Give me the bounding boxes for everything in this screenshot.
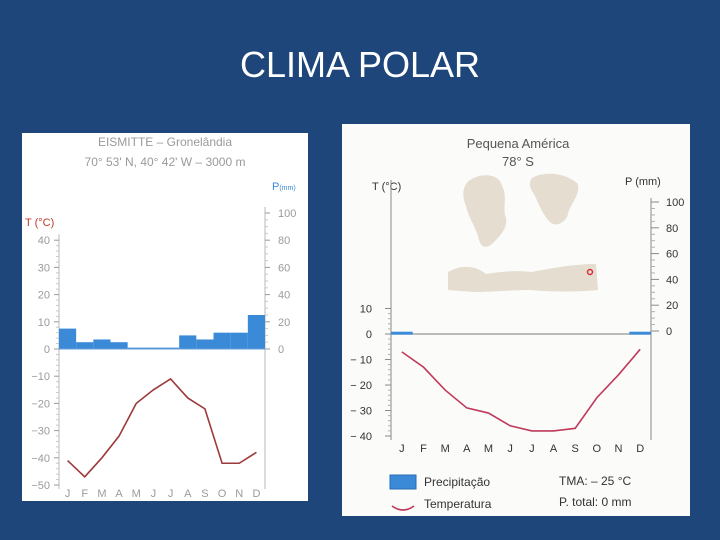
precip-bar [629, 331, 651, 335]
month-label: F [420, 443, 427, 455]
temp-tick-label: 10 [360, 304, 372, 316]
temp-axis-label: T (°C) [372, 181, 401, 193]
precip-tick-label: 40 [666, 274, 678, 286]
legend-temp-swatch [391, 505, 415, 511]
temp-axis-label: T (°C) [25, 217, 54, 229]
month-label: D [252, 488, 260, 500]
month-label: O [593, 443, 602, 455]
precip-bar [59, 328, 77, 349]
precip-axis-label: P (mm) [625, 176, 661, 188]
legend-precip-label: Precipitação [424, 475, 490, 489]
month-label: A [550, 443, 558, 455]
precip-tick-label: 40 [278, 290, 290, 302]
precip-tick-label: 100 [278, 208, 296, 220]
month-label: J [168, 488, 174, 500]
precip-tick-label: 100 [666, 197, 684, 209]
tma-annotation: TMA: – 25 °C [559, 474, 631, 488]
precip-bar [144, 347, 162, 349]
month-label: A [115, 488, 123, 500]
temp-tick-label: 20 [38, 290, 50, 302]
precip-axis-unit: (mm) [279, 185, 295, 192]
month-label: D [636, 443, 644, 455]
eismitte-chart-svg: EISMITTE – Gronelândia 70° 53' N, 40° 42'… [25, 135, 296, 500]
precip-tick-label: 60 [278, 262, 290, 274]
temperature-line [401, 348, 641, 432]
month-label: J [529, 443, 535, 455]
temp-tick-label: 30 [38, 262, 50, 274]
temp-tick-label: −50 [31, 480, 50, 492]
temp-tick-label: − 30 [350, 406, 372, 418]
month-label: J [399, 443, 405, 455]
chart-title: Pequena América [467, 136, 570, 151]
chart-subtitle: 78° S [502, 154, 534, 169]
month-label: M [484, 443, 493, 455]
chart-subtitle: 70° 53' N, 40° 42' W – 3000 m [85, 155, 246, 169]
month-label: M [97, 488, 106, 500]
precip-tick-label: 60 [666, 249, 678, 261]
month-label: M [132, 488, 141, 500]
precip-bar [127, 347, 145, 349]
precip-bar [391, 331, 413, 335]
temp-tick-label: − 10 [350, 355, 372, 367]
temp-tick-label: −30 [31, 426, 50, 438]
month-label: S [201, 488, 208, 500]
temp-tick-label: 10 [38, 317, 50, 329]
precip-bar [196, 339, 214, 349]
temperature-line [67, 377, 257, 478]
legend-precip-swatch [389, 474, 417, 490]
antarctica-map [448, 264, 598, 292]
precip-bar [213, 332, 231, 349]
precip-bar [179, 335, 197, 349]
temp-tick-label: 40 [38, 235, 50, 247]
slide-title: CLIMA POLAR [239, 44, 481, 85]
legend-temp-label: Temperatura [424, 497, 492, 511]
precip-tick-label: 0 [666, 326, 672, 338]
month-label: F [81, 488, 88, 500]
precip-tick-label: 0 [278, 344, 284, 356]
temp-tick-label: −20 [31, 398, 50, 410]
chart-title: EISMITTE – Gronelândia [98, 135, 232, 149]
month-label: J [507, 443, 513, 455]
precip-bar [110, 342, 128, 349]
precip-tick-label: 20 [666, 300, 678, 312]
precip-bar [76, 342, 94, 349]
precip-tick-label: 80 [278, 235, 290, 247]
month-label: M [441, 443, 450, 455]
month-label: N [615, 443, 623, 455]
south-america-map [463, 175, 507, 247]
precip-bar [230, 332, 248, 349]
temp-tick-label: 0 [44, 344, 50, 356]
station-marker [586, 268, 594, 276]
precip-axis-label: P(mm) [272, 181, 296, 193]
month-label: S [571, 443, 578, 455]
month-label: A [463, 443, 471, 455]
temp-tick-label: 0 [366, 329, 372, 341]
precip-bar [93, 339, 111, 349]
temp-tick-label: −40 [31, 453, 50, 465]
temp-tick-label: − 40 [350, 431, 372, 443]
precip-tick-label: 20 [278, 317, 290, 329]
month-label: N [235, 488, 243, 500]
month-label: J [65, 488, 71, 500]
total-precip-annotation: P. total: 0 mm [559, 495, 631, 509]
month-label: J [151, 488, 157, 500]
precip-tick-label: 80 [666, 223, 678, 235]
precip-bar [247, 315, 265, 349]
month-label: A [184, 488, 192, 500]
temp-tick-label: − 20 [350, 380, 372, 392]
precip-bar [162, 347, 180, 349]
month-label: O [218, 488, 227, 500]
temp-tick-label: −10 [31, 371, 50, 383]
africa-map [529, 173, 579, 225]
eismitte-climate-chart: EISMITTE – Gronelândia 70° 53' N, 40° 42'… [22, 133, 308, 501]
